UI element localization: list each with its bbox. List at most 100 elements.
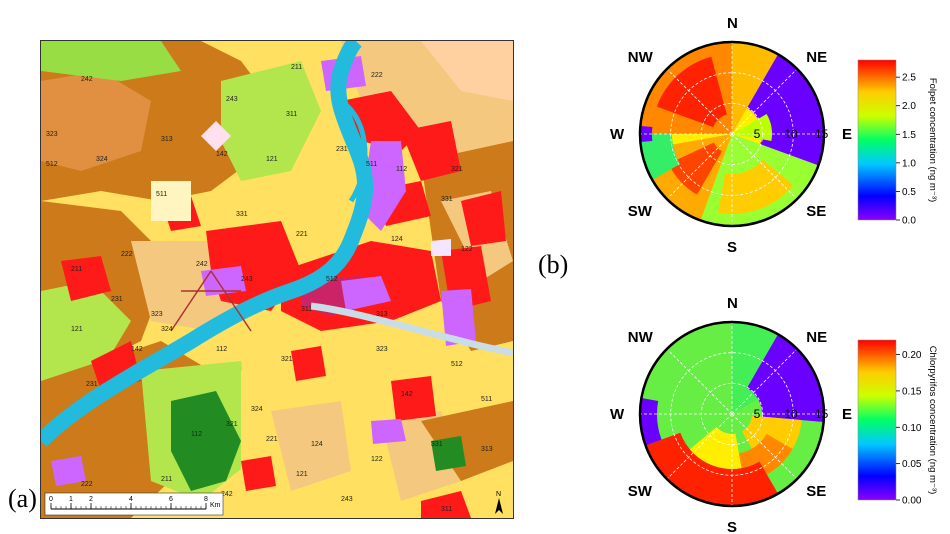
urban-area [391, 376, 436, 421]
scale-bar-tick-label: 4 [129, 496, 133, 503]
colorbar-tick-label: 1.5 [902, 130, 916, 141]
cultivation-area [271, 401, 351, 491]
polar-spoke [666, 133, 733, 200]
folpet-polar-plot: 5 10 15NSEWNENWSESW2.52.01.51.00.50.0Folpe… [610, 15, 938, 256]
colorbar-tick-label: 0.00 [902, 496, 922, 507]
grassland-area [41, 41, 181, 81]
colorbar-tick-label: 0.05 [902, 459, 922, 470]
land-use-code-label: 221 [296, 231, 308, 238]
land-use-code-label: 211 [291, 64, 302, 71]
land-use-code-label: 222 [371, 72, 383, 79]
land-use-code-label: 242 [221, 491, 233, 498]
polar-spoke [666, 413, 733, 480]
land-use-code-label: 112 [396, 166, 407, 173]
direction-label-sw: SW [628, 483, 653, 500]
direction-label-w: W [610, 406, 625, 423]
direction-label-n: N [727, 15, 738, 32]
canal [310, 302, 513, 357]
road [210, 270, 252, 332]
land-use-code-label: 221 [266, 436, 278, 443]
mixed-forest-area [431, 436, 466, 471]
land-use-code-label: 512 [451, 361, 463, 368]
colorbar-tick-label: 0.15 [902, 386, 922, 397]
land-use-code-label: 243 [226, 96, 238, 103]
land-use-code-label: 311 [286, 111, 297, 118]
land-use-code-label: 331 [236, 211, 248, 218]
north-arrow-label: N [496, 491, 501, 498]
land-use-map: 211 222 242 243 311 313 324 121 142 231 112 321 323 5… [40, 40, 514, 519]
land-use-code-label: 112 [191, 431, 202, 438]
land-use-code-label: 242 [196, 261, 208, 268]
land-use-code-label: 231 [336, 146, 348, 153]
concentration-region [668, 142, 722, 195]
land-use-code-label: 121 [266, 156, 278, 163]
colorbar-tick-label: 0.5 [902, 187, 916, 198]
scale-bar-tick-label: 2 [89, 496, 93, 503]
industrial-area [441, 289, 476, 346]
polar-border [638, 40, 826, 228]
land-use-code-label: 121 [296, 471, 308, 478]
industrial-area [371, 419, 406, 444]
road [170, 270, 212, 332]
land-use-code-label: 321 [281, 356, 293, 363]
polar-spoke [666, 348, 733, 415]
scale-bar-tick-label: 0 [49, 496, 53, 503]
land-use-code-label: 331 [431, 441, 443, 448]
land-use-code-label: 323 [376, 346, 388, 353]
concentration-region [640, 398, 662, 446]
polar-ring-label: 10 [784, 407, 798, 421]
scale-bar-tick-label: 6 [169, 496, 173, 503]
land-use-code-label: 311 [301, 306, 312, 313]
land-use-code-label: 222 [121, 251, 133, 258]
direction-label-nw: NW [628, 329, 654, 346]
colorbar-tick-label: 2.5 [902, 73, 916, 84]
scale-bar-tick-label: 1 [69, 496, 73, 503]
land-use-code-label: 321 [226, 421, 238, 428]
direction-label-e: E [842, 406, 852, 423]
scale-bar-unit: Km [210, 502, 221, 509]
grassland-area [221, 61, 321, 181]
urban-area [291, 346, 326, 381]
direction-label-ne: NE [806, 49, 827, 66]
scale-bar: 0 1 2 4 6 8 Km [44, 492, 224, 516]
land-use-code-label: 311 [441, 506, 452, 513]
concentration-region [732, 42, 778, 134]
land-use-code-label: 222 [81, 481, 93, 488]
land-use-code-label: 211 [161, 476, 172, 483]
land-use-code-label: 211 [71, 266, 82, 273]
colorbar-tick-label: 2.0 [902, 101, 916, 112]
concentration-region [640, 134, 681, 180]
concentration-region [656, 56, 727, 128]
river [41, 41, 374, 447]
land-use-code-label: 243 [241, 276, 253, 283]
land-use-code-label: 313 [161, 136, 173, 143]
concentration-region [645, 322, 732, 414]
direction-label-w: W [610, 126, 625, 143]
direction-label-n: N [727, 295, 738, 312]
land-use-code-label: 323 [46, 131, 58, 138]
colorbar-title: Chlorpyrifos concentration (ng m⁻³) [927, 346, 938, 495]
urban-area [61, 256, 111, 301]
land-use-code-label: 142 [216, 151, 228, 158]
colorbar-tick-label: 0.20 [902, 350, 922, 361]
north-arrow-icon: N [495, 491, 503, 514]
land-use-code-label: 324 [161, 326, 173, 333]
land-use-code-label: 324 [96, 156, 108, 163]
land-use-code-label: 321 [451, 166, 463, 173]
land-use-code-label: 242 [81, 76, 93, 83]
polar-ring-label: 15 [815, 407, 829, 421]
airport-area [201, 121, 231, 151]
scale-bar-tick-label: 8 [204, 496, 208, 503]
polar-spoke [731, 413, 798, 480]
agri-natural-area [421, 41, 513, 101]
direction-label-nw: NW [628, 49, 654, 66]
polar-spoke [731, 133, 798, 200]
concentration-region [747, 334, 824, 423]
polar-ring-label: 5 [754, 127, 761, 141]
land-use-code-label: 511 [366, 161, 377, 168]
land-use-code-label: 124 [311, 441, 323, 448]
land-use-code-label: 122 [371, 456, 383, 463]
polar-border [638, 320, 826, 508]
polar-spoke [666, 68, 733, 135]
